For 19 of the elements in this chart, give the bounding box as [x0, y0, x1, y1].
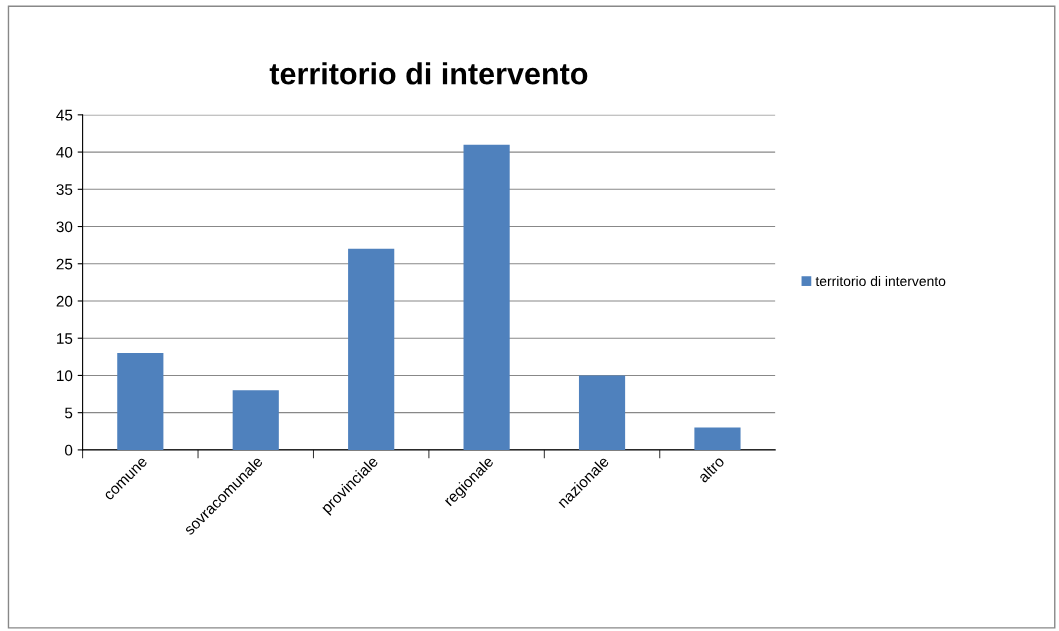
bar [348, 248, 395, 450]
bar [117, 353, 164, 450]
legend-label: territorio di intervento [815, 275, 946, 287]
y-tick-label: 25 [56, 258, 73, 270]
bar [463, 144, 510, 450]
y-tick-label: 10 [57, 370, 73, 382]
bar [232, 390, 279, 450]
y-tick-label: 15 [57, 333, 73, 344]
y-tick-label: 35 [56, 184, 73, 195]
y-tick-label: 20 [56, 295, 73, 307]
y-tick-label: 5 [65, 407, 73, 419]
y-tick-label: 0 [64, 444, 73, 456]
chart-title: territorio di intervento [269, 62, 588, 85]
y-tick-label: 45 [56, 109, 73, 121]
x-tick-label: altro [696, 455, 725, 484]
bar [694, 427, 741, 450]
bar [578, 375, 626, 450]
y-tick-label: 40 [56, 146, 73, 158]
y-tick-label: 30 [56, 221, 73, 233]
